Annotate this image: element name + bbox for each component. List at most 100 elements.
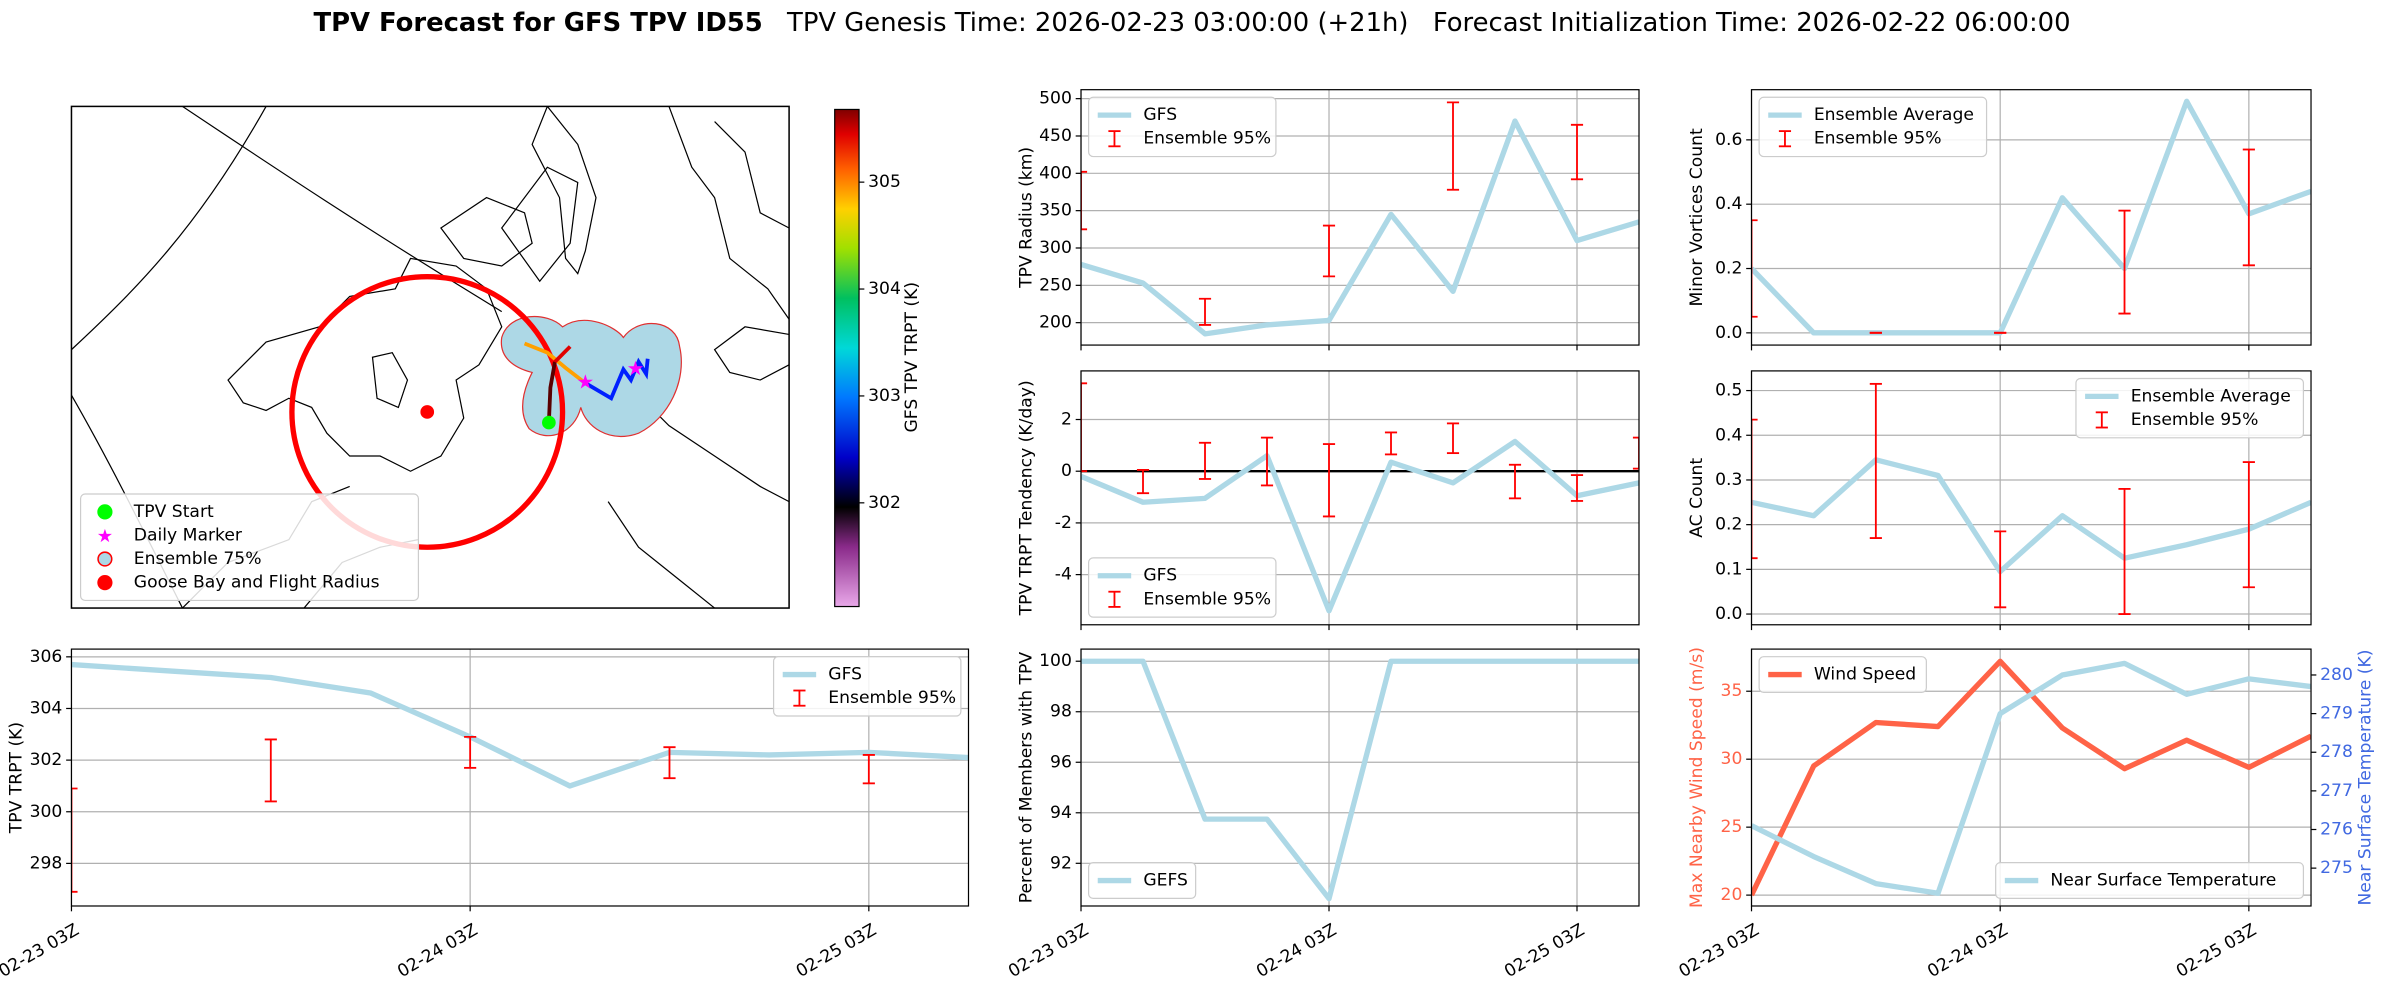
colorbar-tick-label: 304: [868, 279, 901, 299]
legend-label: Ensemble 75%: [134, 549, 262, 569]
y-axis-label: Max Nearby Wind Speed (m/s): [1687, 647, 1707, 908]
legend-box: [1088, 557, 1277, 618]
y-axis-label: TPV TRPT Tendency (K/day): [1016, 380, 1036, 616]
axes-frame: [1750, 89, 2312, 346]
title: TPV Forecast for GFS TPV ID55: [313, 7, 762, 37]
colorbar-tick-label: 302: [868, 493, 901, 513]
y-tick-label: -2: [1055, 513, 1072, 533]
y-tick-label: 25: [1721, 817, 1743, 837]
legend-label: GFS: [1143, 566, 1177, 586]
series-line: [71, 661, 969, 789]
y-tick-label: 0.2: [1715, 515, 1742, 535]
y2-tick-label: 276: [2320, 820, 2353, 840]
y-tick-label: 0.6: [1715, 130, 1742, 150]
flight-radius: [289, 274, 566, 550]
y2-tick-label: 275: [2320, 858, 2353, 878]
y2-tick-label: 278: [2320, 742, 2353, 762]
legend-marker: [97, 551, 113, 567]
legend-box: [1088, 96, 1277, 158]
y-tick-label: 92: [1050, 853, 1072, 873]
x-tick-label: 02-24 03Z: [1253, 920, 1340, 982]
legend-label: Ensemble 95%: [1143, 589, 1271, 609]
legend-box: [2075, 377, 2305, 439]
legend-marker: [97, 504, 113, 520]
legend-label: Goose Bay and Flight Radius: [134, 573, 380, 593]
y-tick-label: 250: [1039, 275, 1072, 295]
y2-axis-label: Near Surface Temperature (K): [2356, 650, 2376, 906]
legend-label: Ensemble 95%: [828, 688, 956, 708]
y-axis-label: TPV TRPT (K): [7, 722, 27, 834]
axes-frame: [1080, 648, 1640, 907]
series-line: [1751, 660, 2312, 896]
y-tick-label: 302: [30, 750, 63, 770]
track: [584, 357, 650, 402]
y2-tick-label: 279: [2320, 704, 2353, 724]
y-tick-label: 0.3: [1715, 470, 1742, 490]
plot-area: [1081, 382, 1639, 614]
legend-box: [1088, 862, 1197, 900]
y-tick-label: 0.2: [1715, 259, 1742, 279]
y-tick-label: 0.4: [1715, 194, 1742, 214]
y-axis-label: Percent of Members with TPV: [1016, 652, 1036, 904]
legend-marker: [97, 574, 113, 591]
y-tick-label: 98: [1050, 702, 1072, 722]
daily-marker: ★: [627, 357, 645, 380]
track: [546, 361, 557, 423]
legend-box: [79, 493, 420, 602]
legend-box: [1995, 862, 2305, 900]
y2-tick-label: 277: [2320, 781, 2353, 801]
legend-box: [1758, 96, 1988, 158]
colorbar-label: GFS TPV TRPT (K): [902, 282, 922, 433]
plot-area: [1751, 382, 2312, 615]
y-tick-label: 0.4: [1715, 425, 1742, 445]
x-tick-label: 02-25 03Z: [793, 920, 880, 982]
y-tick-label: 0.5: [1715, 381, 1742, 401]
x-tick-label: 02-23 03Z: [1676, 920, 1763, 982]
x-tick-label: 02-23 03Z: [0, 920, 83, 982]
y-tick-label: 306: [30, 647, 63, 667]
y-tick-label: 96: [1050, 752, 1072, 772]
y-axis-label: TPV Radius (km): [1016, 147, 1036, 289]
axes-frame: [1080, 89, 1640, 346]
y-axis-label: AC Count: [1687, 458, 1707, 538]
y-tick-label: 298: [30, 853, 63, 873]
y-tick-label: 2: [1061, 410, 1072, 430]
legend-box: [772, 656, 962, 717]
y-tick-label: 35: [1721, 681, 1743, 701]
plot-area: [1081, 101, 1639, 337]
map-frame: [70, 105, 790, 609]
legend-label: GEFS: [1143, 871, 1188, 891]
axes-frame: [1750, 648, 2312, 907]
series-line: [1751, 457, 2312, 575]
plot-area: [1751, 98, 2312, 336]
x-tick-label: 02-24 03Z: [1924, 920, 2011, 982]
legend-label: Ensemble 95%: [1143, 129, 1271, 149]
y-tick-label: 300: [1039, 238, 1072, 258]
tpv-start: [542, 415, 556, 430]
axes-frame: [1080, 370, 1640, 626]
legend-label: GFS: [828, 665, 862, 685]
init-time: Forecast Initialization Time: 2026-02-22…: [1433, 7, 2071, 37]
y-tick-label: 0.1: [1715, 559, 1742, 579]
y-tick-label: 200: [1039, 313, 1072, 333]
daily-marker: ★: [576, 371, 594, 394]
y-tick-label: 350: [1039, 201, 1072, 221]
genesis-time: TPV Genesis Time: 2026-02-23 03:00:00 (+…: [786, 7, 1408, 37]
suptitle: TPV Forecast for GFS TPV ID55 TPV Genesis…: [313, 7, 2070, 37]
plot-area: [1081, 658, 1639, 902]
track: [553, 345, 572, 364]
series-line: [1081, 118, 1639, 337]
y-tick-label: 0.0: [1715, 604, 1742, 624]
legend-label: Ensemble Average: [2131, 386, 2291, 406]
legend-label: Ensemble Average: [1814, 105, 1974, 125]
series-line: [1081, 658, 1639, 902]
y-tick-label: 94: [1050, 803, 1072, 823]
legend-label: Daily Marker: [134, 525, 243, 545]
x-tick-label: 02-24 03Z: [394, 920, 481, 982]
legend-marker: ★: [97, 526, 113, 547]
y-tick-label: 30: [1721, 749, 1743, 769]
colorbar-tick-label: 305: [868, 172, 901, 192]
y-tick-label: 100: [1039, 651, 1072, 671]
legend-label: TPV Start: [133, 502, 214, 522]
y-tick-label: 400: [1039, 163, 1072, 183]
